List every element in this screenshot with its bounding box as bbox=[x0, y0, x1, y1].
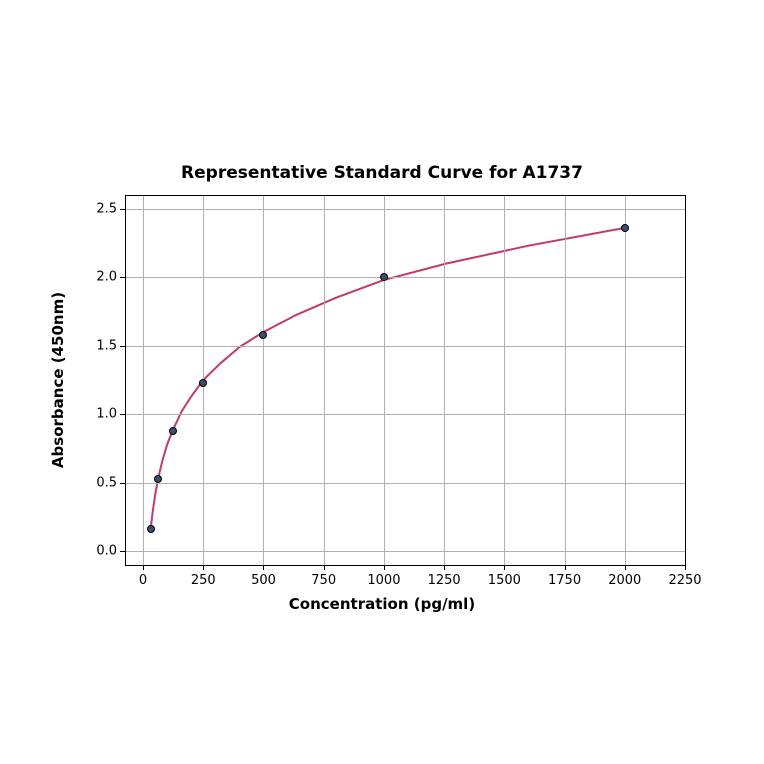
gridline-horizontal bbox=[125, 551, 685, 552]
data-point-marker bbox=[169, 427, 177, 435]
gridline-vertical bbox=[384, 195, 385, 565]
x-tick bbox=[685, 565, 686, 570]
gridline-horizontal bbox=[125, 277, 685, 278]
axis-spine bbox=[125, 195, 685, 196]
gridline-horizontal bbox=[125, 209, 685, 210]
chart-container: Representative Standard Curve for A1737 … bbox=[0, 0, 764, 764]
gridline-vertical bbox=[444, 195, 445, 565]
data-point-marker bbox=[380, 273, 388, 281]
x-tick-label: 1750 bbox=[548, 573, 581, 588]
y-tick-label: 1.5 bbox=[91, 338, 117, 353]
x-tick-label: 750 bbox=[311, 573, 336, 588]
curve-line bbox=[151, 228, 625, 529]
gridline-vertical bbox=[565, 195, 566, 565]
x-tick-label: 1250 bbox=[428, 573, 461, 588]
x-tick-label: 250 bbox=[191, 573, 216, 588]
y-tick-label: 2.0 bbox=[91, 270, 117, 285]
chart-title: Representative Standard Curve for A1737 bbox=[0, 163, 764, 183]
axis-spine bbox=[125, 195, 126, 565]
x-tick-label: 1500 bbox=[488, 573, 521, 588]
x-tick-label: 1000 bbox=[367, 573, 400, 588]
axis-spine bbox=[125, 565, 685, 566]
gridline-vertical bbox=[625, 195, 626, 565]
fitted-curve bbox=[125, 195, 685, 565]
y-tick-label: 1.0 bbox=[91, 407, 117, 422]
x-tick-label: 0 bbox=[139, 573, 147, 588]
data-point-marker bbox=[154, 475, 162, 483]
gridline-vertical bbox=[263, 195, 264, 565]
x-tick-label: 2250 bbox=[668, 573, 701, 588]
y-tick-label: 2.5 bbox=[91, 201, 117, 216]
x-tick-label: 2000 bbox=[608, 573, 641, 588]
gridline-horizontal bbox=[125, 346, 685, 347]
data-point-marker bbox=[199, 379, 207, 387]
gridline-vertical bbox=[324, 195, 325, 565]
data-point-marker bbox=[147, 525, 155, 533]
y-tick-label: 0.5 bbox=[91, 475, 117, 490]
gridline-vertical bbox=[143, 195, 144, 565]
gridline-horizontal bbox=[125, 483, 685, 484]
x-tick-label: 500 bbox=[251, 573, 276, 588]
data-point-marker bbox=[259, 331, 267, 339]
x-axis-label: Concentration (pg/ml) bbox=[0, 595, 764, 613]
gridline-horizontal bbox=[125, 414, 685, 415]
y-axis-label: Absorbance (450nm) bbox=[49, 292, 67, 468]
gridline-vertical bbox=[504, 195, 505, 565]
y-tick-label: 0.0 bbox=[91, 544, 117, 559]
plot-area bbox=[125, 195, 685, 565]
data-point-marker bbox=[621, 224, 629, 232]
axis-spine bbox=[685, 195, 686, 565]
